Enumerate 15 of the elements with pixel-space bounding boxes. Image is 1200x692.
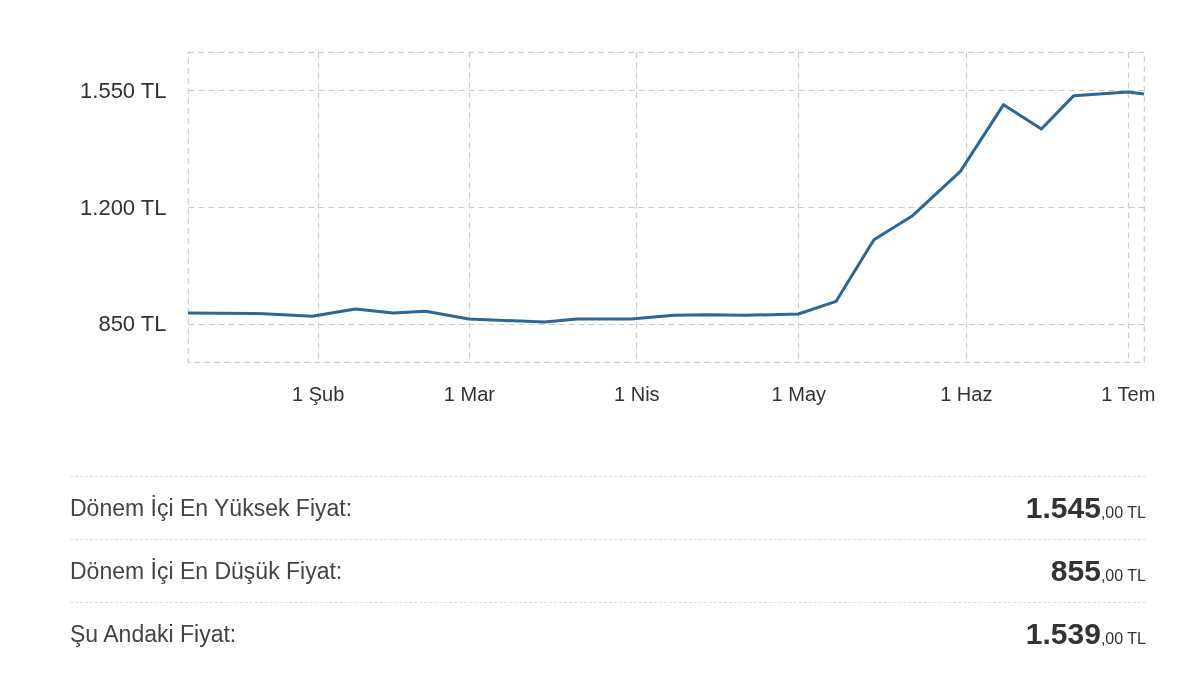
x-tick-label: 1 Şub	[291, 382, 345, 405]
y-tick-label: 1.550 TL	[80, 77, 167, 103]
x-tick-label: 1 Haz	[940, 382, 993, 405]
text: Dönem İçi En Yüksek Fiyat:	[70, 494, 353, 522]
text: 1.545,00 TL	[1025, 491, 1146, 524]
x-tick-label: 1 Tem	[1101, 382, 1156, 405]
text: Şu Andaki Fiyat:	[70, 620, 237, 648]
text: Dönem İçi En Düşük Fiyat:	[70, 557, 343, 585]
y-tick-label: 850 TL	[98, 311, 167, 337]
text: 855,00 TL	[1050, 554, 1146, 587]
x-tick-label: 1 Nis	[614, 382, 660, 405]
x-tick-label: 1 Mar	[443, 382, 496, 405]
y-tick-label: 1.200 TL	[80, 194, 167, 220]
x-tick-label: 1 May	[771, 382, 827, 405]
text: 1.539,00 TL	[1025, 617, 1146, 650]
